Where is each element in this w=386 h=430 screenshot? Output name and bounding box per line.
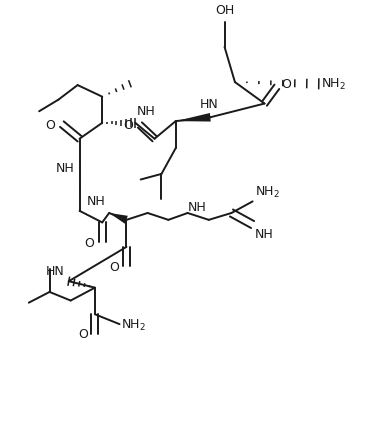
Text: NH: NH bbox=[137, 104, 156, 117]
Text: HN: HN bbox=[200, 97, 219, 110]
Text: NH$_2$: NH$_2$ bbox=[122, 317, 146, 332]
Text: O: O bbox=[123, 119, 133, 132]
Polygon shape bbox=[176, 114, 211, 122]
Text: NH: NH bbox=[188, 201, 207, 214]
Text: O: O bbox=[85, 236, 95, 249]
Text: NH: NH bbox=[86, 194, 105, 208]
Text: O: O bbox=[45, 118, 55, 131]
Polygon shape bbox=[109, 213, 128, 224]
Text: HN: HN bbox=[46, 264, 65, 277]
Text: O: O bbox=[109, 260, 119, 273]
Text: O: O bbox=[281, 78, 291, 91]
Text: NH: NH bbox=[254, 227, 273, 240]
Text: O: O bbox=[78, 327, 88, 340]
Text: NH$_2$: NH$_2$ bbox=[254, 185, 279, 200]
Text: NH: NH bbox=[56, 162, 75, 175]
Text: OH: OH bbox=[215, 4, 234, 17]
Text: NH$_2$: NH$_2$ bbox=[321, 77, 346, 92]
